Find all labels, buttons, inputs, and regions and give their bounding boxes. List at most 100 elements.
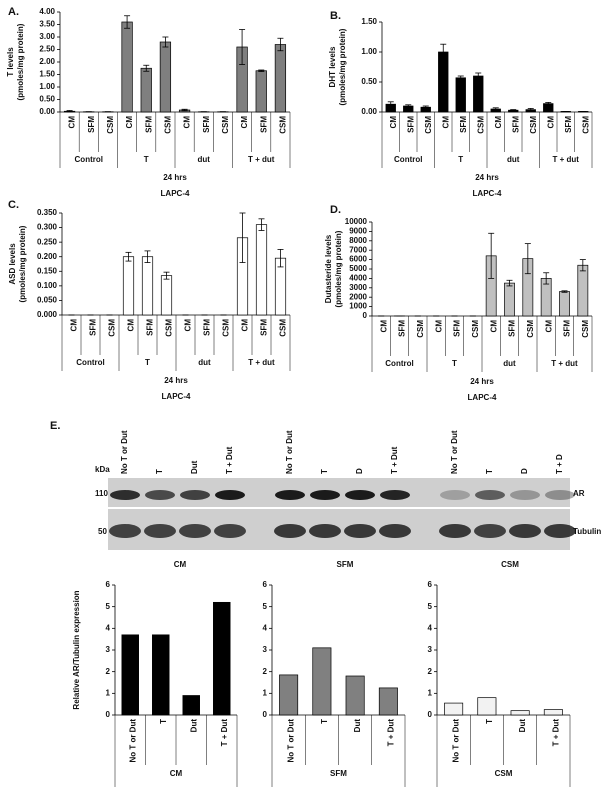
cell-line-label: LAPC-4: [162, 392, 191, 401]
x-tick-label: No T or Dut: [287, 719, 296, 763]
x-tick-label: SFM: [146, 319, 155, 336]
x-tick-label: CSM: [424, 116, 433, 134]
y-tick-label: 7000: [349, 245, 367, 254]
x-tick-label: CSM: [221, 116, 230, 134]
x-tick-label: SFM: [563, 320, 572, 337]
group-label: T + dut: [248, 155, 275, 164]
x-axis-label: CSM: [495, 769, 513, 778]
x-tick-label: SFM: [260, 319, 269, 336]
blot-group-label: SFM: [337, 560, 354, 569]
y-axis-label: (pmoles/mg protein): [334, 230, 343, 307]
ar-band: [545, 490, 575, 500]
panel-label: A.: [8, 6, 19, 18]
bar: [141, 256, 154, 316]
y-axis-label: Relative AR/Tubulin expression: [72, 590, 81, 709]
x-tick-label: Dut: [353, 719, 362, 733]
x-tick-label: SFM: [398, 320, 407, 337]
y-axis-label: (pmoles/mg protein): [18, 225, 27, 302]
ar-band: [345, 490, 375, 500]
y-tick-label: 0: [106, 710, 111, 719]
tubulin-band: [214, 524, 246, 538]
group-label: dut: [507, 155, 520, 164]
bar: [577, 264, 589, 317]
x-tick-label: SFM: [511, 116, 520, 133]
y-tick-label: 9000: [349, 227, 367, 236]
lane-label: No T or Dut: [450, 430, 459, 474]
bar: [378, 687, 398, 716]
group-label: T + dut: [248, 358, 275, 367]
y-axis-label: (pmoles/mg protein): [338, 28, 347, 105]
bar: [455, 77, 466, 113]
bar: [504, 282, 515, 317]
y-axis-label: T levels: [6, 47, 15, 77]
y-tick-label: 1000: [349, 302, 367, 311]
y-tick-label: 3.00: [39, 32, 55, 41]
group-label: Control: [385, 359, 413, 368]
y-tick-label: 3: [106, 645, 111, 654]
x-tick-label: CM: [441, 116, 450, 129]
tubulin-band: [309, 524, 341, 538]
x-tick-label: SFM: [203, 319, 212, 336]
x-tick-label: CSM: [165, 319, 174, 337]
bar: [438, 51, 449, 113]
y-tick-label: 0.50: [39, 95, 55, 104]
x-axis-label: CM: [170, 769, 183, 778]
bar: [122, 256, 135, 316]
bar: [345, 675, 365, 716]
bar: [255, 70, 267, 113]
y-tick-label: 2: [263, 667, 268, 676]
x-tick-label: SFM: [564, 116, 573, 133]
x-tick-label: CM: [546, 116, 555, 129]
x-tick-label: SFM: [453, 320, 462, 337]
x-tick-label: CSM: [106, 116, 115, 134]
y-tick-label: 1: [428, 688, 433, 697]
y-tick-label: 0.300: [37, 223, 58, 232]
lane-label: No T or Dut: [285, 430, 294, 474]
group-label: Control: [394, 155, 422, 164]
y-tick-label: 4: [106, 623, 111, 632]
lane-label: No T or Dut: [120, 430, 129, 474]
group-label: T: [144, 155, 149, 164]
y-tick-label: 0: [263, 710, 268, 719]
x-tick-label: SFM: [508, 320, 517, 337]
bar: [279, 674, 299, 716]
group-label: T: [145, 358, 150, 367]
y-axis-label: Dutasteride levels: [324, 234, 333, 303]
y-tick-label: 0.350: [37, 208, 58, 217]
bar: [312, 647, 332, 716]
y-tick-label: 0.150: [37, 266, 58, 275]
lane-label: T: [155, 469, 164, 474]
panel-label: D.: [330, 204, 341, 216]
y-tick-label: 0.200: [37, 252, 58, 261]
x-tick-label: Dut: [189, 719, 198, 733]
y-tick-label: 6: [428, 580, 433, 589]
y-tick-label: 1.00: [39, 82, 55, 91]
y-tick-label: 3000: [349, 283, 367, 292]
x-tick-label: CM: [70, 319, 79, 332]
x-tick-label: T: [320, 719, 329, 724]
cell-line-label: LAPC-4: [468, 393, 497, 402]
lane-label: T + Dut: [225, 446, 234, 474]
x-tick-label: CM: [379, 320, 388, 333]
y-tick-label: 5: [106, 602, 111, 611]
y-tick-label: 6: [263, 580, 268, 589]
y-tick-label: 4000: [349, 274, 367, 283]
y-tick-label: 2: [106, 667, 111, 676]
y-tick-label: 3: [428, 645, 433, 654]
y-tick-label: 4: [263, 623, 268, 632]
marker-label: 110: [95, 489, 108, 498]
bar: [543, 709, 563, 716]
y-tick-label: 1.00: [361, 47, 377, 56]
lane-label: Dut: [190, 460, 199, 474]
bar: [473, 75, 484, 113]
y-tick-label: 6: [106, 580, 111, 589]
ar-band: [440, 490, 470, 500]
bar: [213, 601, 231, 716]
group-caption: 24 hrs: [163, 173, 187, 182]
x-tick-label: CSM: [581, 320, 590, 338]
x-tick-label: CSM: [476, 116, 485, 134]
kda-label: kDa: [95, 465, 110, 474]
y-tick-label: 2000: [349, 292, 367, 301]
group-label: T + dut: [551, 359, 578, 368]
x-tick-label: CM: [489, 320, 498, 333]
